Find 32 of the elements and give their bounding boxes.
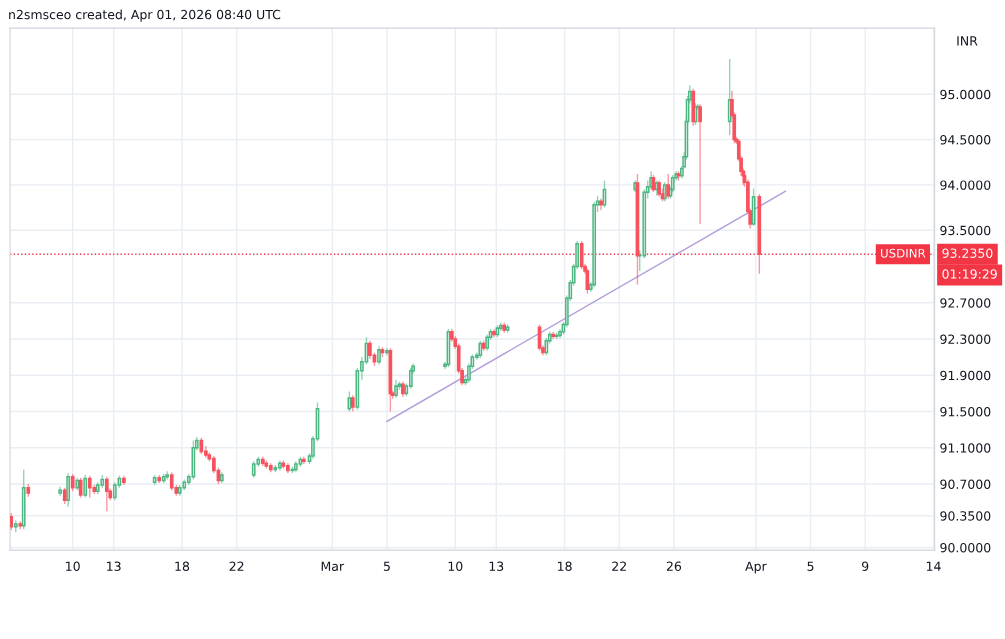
x-tick-label: 5 [383,561,390,571]
y-tick-label: 94.5000 [940,135,991,145]
y-tick-label: 91.5000 [940,406,991,417]
text: 93.2350 [942,248,993,258]
x-tick-label: 18 [175,561,190,571]
y-tick-label: 90.0000 [940,542,991,553]
x-tick-label: 10 [448,561,463,571]
y-axis-title: INR [957,36,978,46]
y-tick-label: 90.7000 [940,479,991,489]
x-tick-label: 22 [612,561,626,571]
y-tick-label: 92.3000 [940,334,991,344]
x-tick-label: 13 [107,561,121,571]
x-tick-label: 13 [489,561,504,571]
x-tick-label: 18 [558,561,572,571]
y-tick-label: 91.9000 [940,370,991,381]
y-tick-label: 92.7000 [940,298,991,308]
ref-line-label: USDINR [881,248,926,258]
y-tick-label: 94.0000 [940,180,991,190]
x-tick-label: Apr [745,561,767,574]
x-tick-label: 10 [66,561,80,571]
x-tick-label: 9 [862,561,869,571]
x-tick-label: Mar [321,561,345,571]
x-tick-label: 14 [926,561,941,571]
y-tick-label: 93.5000 [940,225,991,236]
x-tick-label: 22 [229,561,244,571]
y-tick-label: 91.1000 [940,443,991,453]
text: 01:19:29 [942,269,997,279]
chart-title: n2smsceo created, Apr 01, 2026 08:40 UTC [9,9,281,22]
x-tick-label: 26 [666,561,682,571]
y-tick-label: 90.3500 [940,511,991,521]
x-tick-label: 5 [807,561,814,571]
y-tick-label: 95.0000 [940,89,991,100]
